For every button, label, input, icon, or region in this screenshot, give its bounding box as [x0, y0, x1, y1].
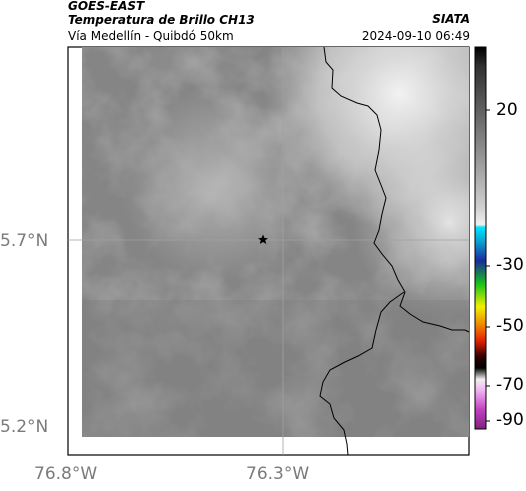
colorbar-label-minus50: -50: [496, 316, 524, 336]
lon-label-east: 76.3°W: [246, 464, 310, 484]
route-subtitle: Vía Medellín - Quibdó 50km: [68, 29, 234, 43]
product-title: Temperatura de Brillo CH13: [68, 13, 255, 27]
border-north: [323, 46, 470, 333]
timestamp-label: 2024-09-10 06:49: [361, 29, 470, 43]
colorbar-label-minus30: -30: [496, 255, 524, 275]
brightness-temperature-image: [82, 47, 469, 437]
lon-label-west: 76.8°W: [34, 464, 98, 484]
organization-label: SIATA: [432, 12, 470, 26]
border-south: [319, 291, 405, 456]
colorbar-label-20: 20: [496, 100, 518, 120]
colorbar: [474, 46, 487, 430]
colorbar-label-minus90: -90: [496, 410, 524, 430]
satellite-title: GOES-EAST: [68, 0, 145, 13]
lat-label-south: 5.2°N: [0, 417, 49, 437]
lat-label-north: 5.7°N: [0, 231, 49, 251]
colorbar-label-minus70: -70: [496, 375, 524, 395]
star-icon: [258, 234, 268, 244]
